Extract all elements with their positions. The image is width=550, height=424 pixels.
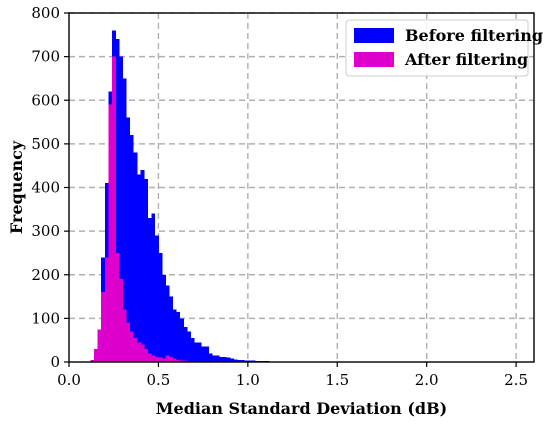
bar-before-40 [233,359,238,362]
bar-before-27 [187,331,191,362]
y-tick-label-8: 800 [31,4,60,22]
bar-before-20 [162,274,166,362]
bar-before-18 [154,235,159,362]
bar-after-12 [133,338,138,362]
y-axis-label: Frequency [7,140,26,234]
bar-before-34 [212,355,217,362]
bar-after-21 [165,355,170,362]
bar-before-36 [219,356,224,362]
bar-before-8 [119,56,124,362]
bar-after-22 [169,356,174,362]
bar-after-20 [162,358,166,362]
bar-before-19 [158,252,163,362]
bar-before-43 [244,360,249,362]
legend: Before filtering After filtering [345,19,543,77]
bar-after-6 [111,56,116,362]
bar-before-24 [176,311,181,362]
y-tick-label-3: 300 [31,222,60,240]
bar-before-7 [115,39,120,363]
bar-before-17 [151,213,156,362]
legend-swatch-after [354,52,394,67]
bar-before-39 [229,358,234,362]
x-axis-label: Median Standard Deviation (dB) [156,399,447,418]
y-tick-label-6: 600 [31,91,60,109]
x-tick-label-4: 2.0 [415,371,439,389]
legend-swatch-before [354,28,394,43]
bar-before-22 [169,296,174,362]
bar-after-1 [94,348,98,362]
bar-before-35 [215,355,220,362]
bar-before-11 [129,135,134,362]
bar-before-16 [147,218,152,362]
bar-before-15 [144,178,149,362]
bar-after-15 [144,348,149,362]
bar-after-11 [129,331,134,362]
bar-before-30 [197,342,202,362]
bar-before-26 [183,327,188,362]
legend-label-after: After filtering [404,50,528,69]
bar-after-13 [136,342,141,362]
bar-after-8 [119,279,124,362]
histogram-bars [90,30,281,363]
x-tick-label-5: 2.5 [504,371,528,389]
bar-after-24 [176,359,181,362]
y-tick-label-2: 200 [31,266,60,284]
bar-after-25 [179,360,184,362]
bar-before-14 [140,170,145,362]
y-tick-label-5: 500 [31,135,60,153]
bar-after-10 [126,322,131,362]
bar-before-28 [190,338,195,362]
bar-after-5 [108,104,113,363]
bar-before-13 [136,174,141,362]
bar-after-19 [158,357,163,362]
bar-after-9 [122,309,127,362]
bar-after-23 [172,358,177,362]
bar-after-4 [104,257,109,362]
x-tick-label-1: 0.5 [146,371,170,389]
bar-before-31 [201,346,206,362]
bar-after-3 [101,292,106,362]
x-tick-label-0: 0.0 [57,371,81,389]
bar-before-33 [208,353,213,362]
legend-label-before: Before filtering [405,26,543,45]
y-tick-label-1: 100 [31,309,60,327]
bar-before-42 [240,359,245,362]
bar-after-18 [154,356,159,362]
bar-after-2 [97,329,102,362]
bar-before-41 [237,359,242,362]
bar-after-16 [147,353,152,362]
bar-before-21 [165,285,170,362]
bar-after-7 [115,252,120,362]
bar-after-14 [140,344,145,362]
bar-before-37 [222,356,227,362]
bar-before-29 [194,342,199,362]
y-tick-label-7: 700 [31,48,60,66]
bar-before-32 [204,346,209,362]
y-tick-label-0: 0 [50,353,60,371]
bar-before-38 [226,357,231,362]
x-tick-label-2: 1.0 [236,371,260,389]
bar-after-0 [90,359,95,362]
bar-before-10 [126,117,131,362]
tick-labels: 0.0 0.5 1.0 1.5 2.0 2.5 0 100 200 300 400 500 600 700… [31,4,528,389]
bar-before-25 [179,318,184,362]
bar-before-9 [122,78,127,362]
bar-before-23 [172,309,177,362]
x-tick-label-3: 1.5 [325,371,349,389]
bar-after-17 [151,355,156,362]
bar-before-12 [133,152,138,362]
y-tick-label-4: 400 [31,179,60,197]
